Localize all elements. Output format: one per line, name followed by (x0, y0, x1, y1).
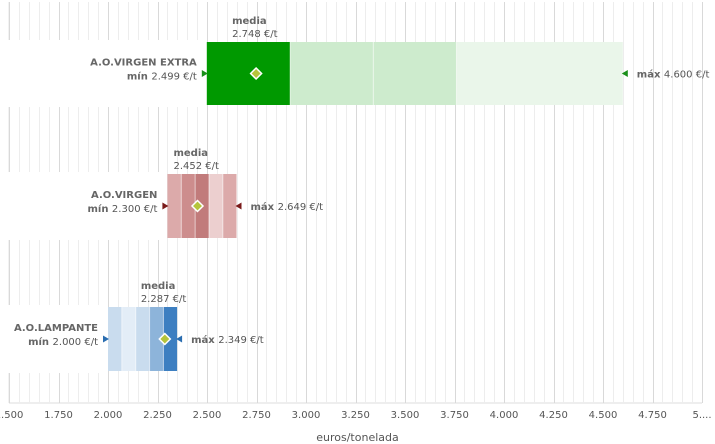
mean-title: media (141, 281, 176, 292)
x-axis-title: euros/tonelada (316, 431, 399, 444)
bar-band (108, 307, 122, 371)
bar-band (167, 174, 182, 238)
bar-band (373, 42, 457, 105)
series-0: A.O.VIRGEN EXTRA mín 2.499 €/t máx 4.600 €… (8, 16, 709, 107)
x-tick-label: 2.000 (94, 410, 123, 421)
series-2: A.O.LAMPANTE mín 2.000 €/t máx 2.349 €/t me… (8, 281, 264, 373)
mean-title: media (173, 148, 208, 159)
bars-group: A.O.VIRGEN EXTRA mín 2.499 €/t máx 4.600 €… (8, 16, 709, 373)
series-name: A.O.LAMPANTE (14, 323, 98, 334)
x-tick-label: 2.500 (193, 410, 222, 421)
series-name: A.O.VIRGEN (91, 190, 157, 201)
min-marker (103, 335, 109, 343)
mean-marker (190, 199, 205, 213)
max-label: máx 2.649 €/t (251, 201, 324, 213)
x-tick-label: 4.500 (589, 410, 618, 421)
x-tick-label: 1.750 (44, 410, 73, 421)
x-axis-ticks: 1.500 1.750 2.000 2.250 2.500 2.750 3.000 3.250… (0, 410, 712, 421)
x-tick-label: 4.250 (539, 410, 568, 421)
bar-band (208, 174, 223, 238)
label-backdrop (8, 305, 107, 373)
max-marker (235, 202, 242, 210)
mean-value: 2.748 €/t (232, 29, 278, 40)
label-backdrop (8, 40, 206, 107)
x-tick-label: 2.250 (143, 410, 172, 421)
min-marker (162, 202, 169, 210)
bar-band (121, 307, 136, 371)
min-label: mín 2.300 €/t (87, 203, 157, 215)
x-tick-label: 3.000 (292, 410, 321, 421)
max-marker (621, 70, 628, 77)
x-tick-label: 3.500 (391, 410, 420, 421)
max-marker (176, 335, 183, 343)
mean-value: 2.452 €/t (173, 161, 219, 172)
series-1: A.O.VIRGEN mín 2.300 €/t máx 2.649 €/t medi… (8, 148, 323, 240)
series-name: A.O.VIRGEN EXTRA (90, 58, 197, 69)
mean-marker (158, 332, 172, 346)
bar-band (149, 307, 164, 371)
x-tick-label: 5.... (692, 410, 711, 421)
max-label: máx 2.349 €/t (191, 334, 264, 346)
label-backdrop (8, 172, 167, 240)
mean-marker (249, 66, 263, 81)
bar-band (290, 42, 374, 105)
mean-value: 2.287 €/t (141, 294, 187, 305)
x-tick-label: 3.250 (341, 410, 370, 421)
mean-title: media (232, 16, 267, 27)
min-label: mín 2.000 €/t (28, 336, 98, 348)
bar-band (206, 42, 291, 105)
bar-band (135, 307, 150, 371)
min-marker (201, 70, 208, 77)
max-label: máx 4.600 €/t (637, 69, 710, 81)
bar-band (181, 174, 196, 238)
bar-band (456, 42, 623, 105)
x-tick-label: 4.750 (638, 410, 667, 421)
x-tick-label: 4.000 (490, 410, 519, 421)
x-tick-label: 2.750 (242, 410, 271, 421)
x-tick-label: 3.750 (440, 410, 469, 421)
bar-band (222, 174, 237, 238)
x-tick-label: 1.500 (0, 410, 23, 421)
min-label: mín 2.499 €/t (127, 71, 197, 83)
